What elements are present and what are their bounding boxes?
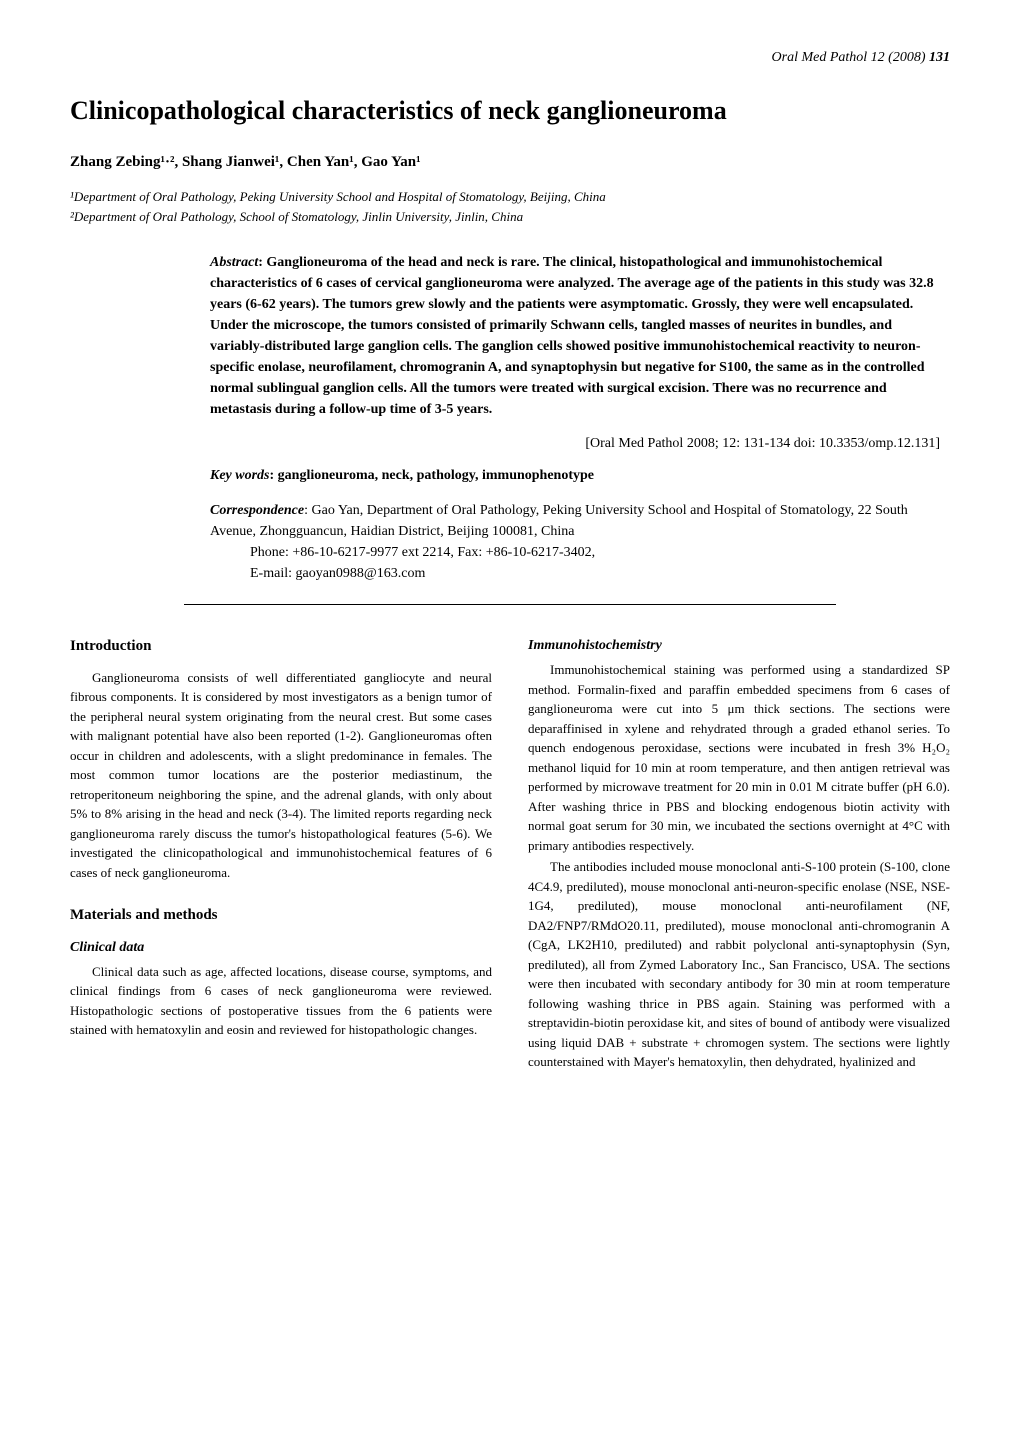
journal-name: Oral Med Pathol 12 (2008) xyxy=(772,50,926,65)
keywords-block: Key words: ganglioneuroma, neck, patholo… xyxy=(210,468,950,484)
left-column: Introduction Ganglioneuroma consists of … xyxy=(70,635,492,1074)
correspondence-phone: Phone: +86-10-6217-9977 ext 2214, Fax: +… xyxy=(250,542,940,563)
correspondence-line1: : Gao Yan, Department of Oral Pathology,… xyxy=(210,503,908,539)
page-number: 131 xyxy=(929,50,950,65)
introduction-heading: Introduction xyxy=(70,635,492,658)
methods-heading: Materials and methods xyxy=(70,904,492,927)
correspondence-block: Correspondence: Gao Yan, Department of O… xyxy=(210,500,940,584)
abstract-body: : Ganglioneuroma of the head and neck is… xyxy=(210,255,934,417)
authors-line: Zhang Zebing¹·², Shang Jianwei¹, Chen Ya… xyxy=(70,154,950,171)
abstract-block: Abstract: Ganglioneuroma of the head and… xyxy=(210,252,940,420)
ihc-paragraph-1: Immunohistochemical staining was perform… xyxy=(528,660,950,855)
article-title: Clinicopathological characteristics of n… xyxy=(70,96,950,126)
two-column-body: Introduction Ganglioneuroma consists of … xyxy=(70,635,950,1074)
abstract-label: Abstract xyxy=(210,255,258,270)
affiliation-2: ²Department of Oral Pathology, School of… xyxy=(70,207,950,227)
correspondence-email: E-mail: gaoyan0988@163.com xyxy=(250,563,940,584)
introduction-paragraph: Ganglioneuroma consists of well differen… xyxy=(70,668,492,883)
right-column: Immunohistochemistry Immunohistochemical… xyxy=(528,635,950,1074)
keywords-label: Key words xyxy=(210,468,270,483)
keywords-body: : ganglioneuroma, neck, pathology, immun… xyxy=(270,468,595,483)
affiliations-block: ¹Department of Oral Pathology, Peking Un… xyxy=(70,187,950,226)
clinical-data-subheading: Clinical data xyxy=(70,937,492,958)
clinical-data-paragraph: Clinical data such as age, affected loca… xyxy=(70,962,492,1040)
affiliation-1: ¹Department of Oral Pathology, Peking Un… xyxy=(70,187,950,207)
correspondence-label: Correspondence xyxy=(210,503,304,518)
citation-line: [Oral Med Pathol 2008; 12: 131-134 doi: … xyxy=(70,436,940,452)
ihc-subheading: Immunohistochemistry xyxy=(528,635,950,656)
ihc-paragraph-2: The antibodies included mouse monoclonal… xyxy=(528,857,950,1072)
section-divider xyxy=(184,604,835,605)
journal-header: Oral Med Pathol 12 (2008) 131 xyxy=(70,50,950,66)
